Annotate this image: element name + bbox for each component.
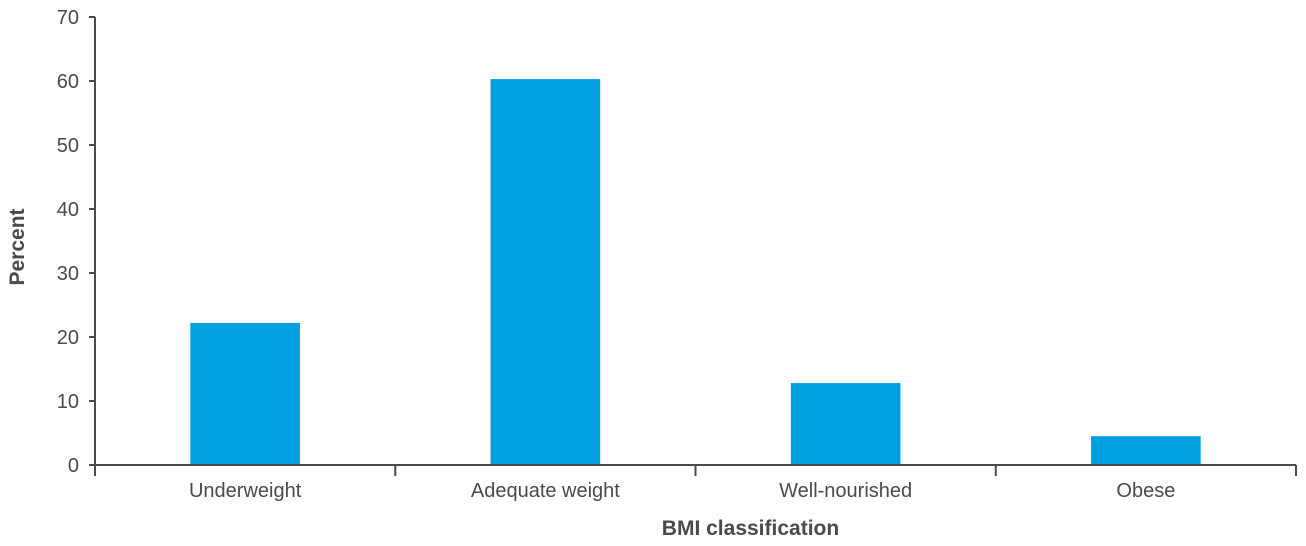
x-axis-ticks: Underweight Adequate weight Well-nourished…: [94, 465, 1297, 502]
y-axis-ticks: 0 10 20 30 40 50 60 70: [57, 7, 95, 477]
y-tick-label: 70: [57, 7, 79, 29]
y-axis-title: Percent: [6, 208, 29, 285]
bar-well-nourished: [790, 383, 901, 465]
y-tick-label: 60: [57, 71, 79, 93]
x-tick-label: Obese: [1116, 480, 1175, 502]
bar-obese: [1091, 436, 1201, 465]
y-tick-label: 50: [57, 135, 79, 157]
x-tick-label: Well-nourished: [779, 480, 912, 502]
x-axis-title: BMI classification: [662, 517, 839, 540]
x-tick-label: Underweight: [189, 480, 302, 502]
bar-underweight: [190, 322, 300, 465]
bars: [190, 79, 1201, 465]
y-tick-label: 40: [57, 199, 79, 221]
y-tick-label: 30: [57, 263, 79, 285]
y-tick-label: 20: [57, 327, 79, 349]
y-tick-label: 0: [68, 455, 79, 477]
bar-adequate-weight: [490, 79, 601, 465]
x-tick-label: Adequate weight: [471, 480, 620, 502]
y-tick-label: 10: [57, 391, 79, 413]
